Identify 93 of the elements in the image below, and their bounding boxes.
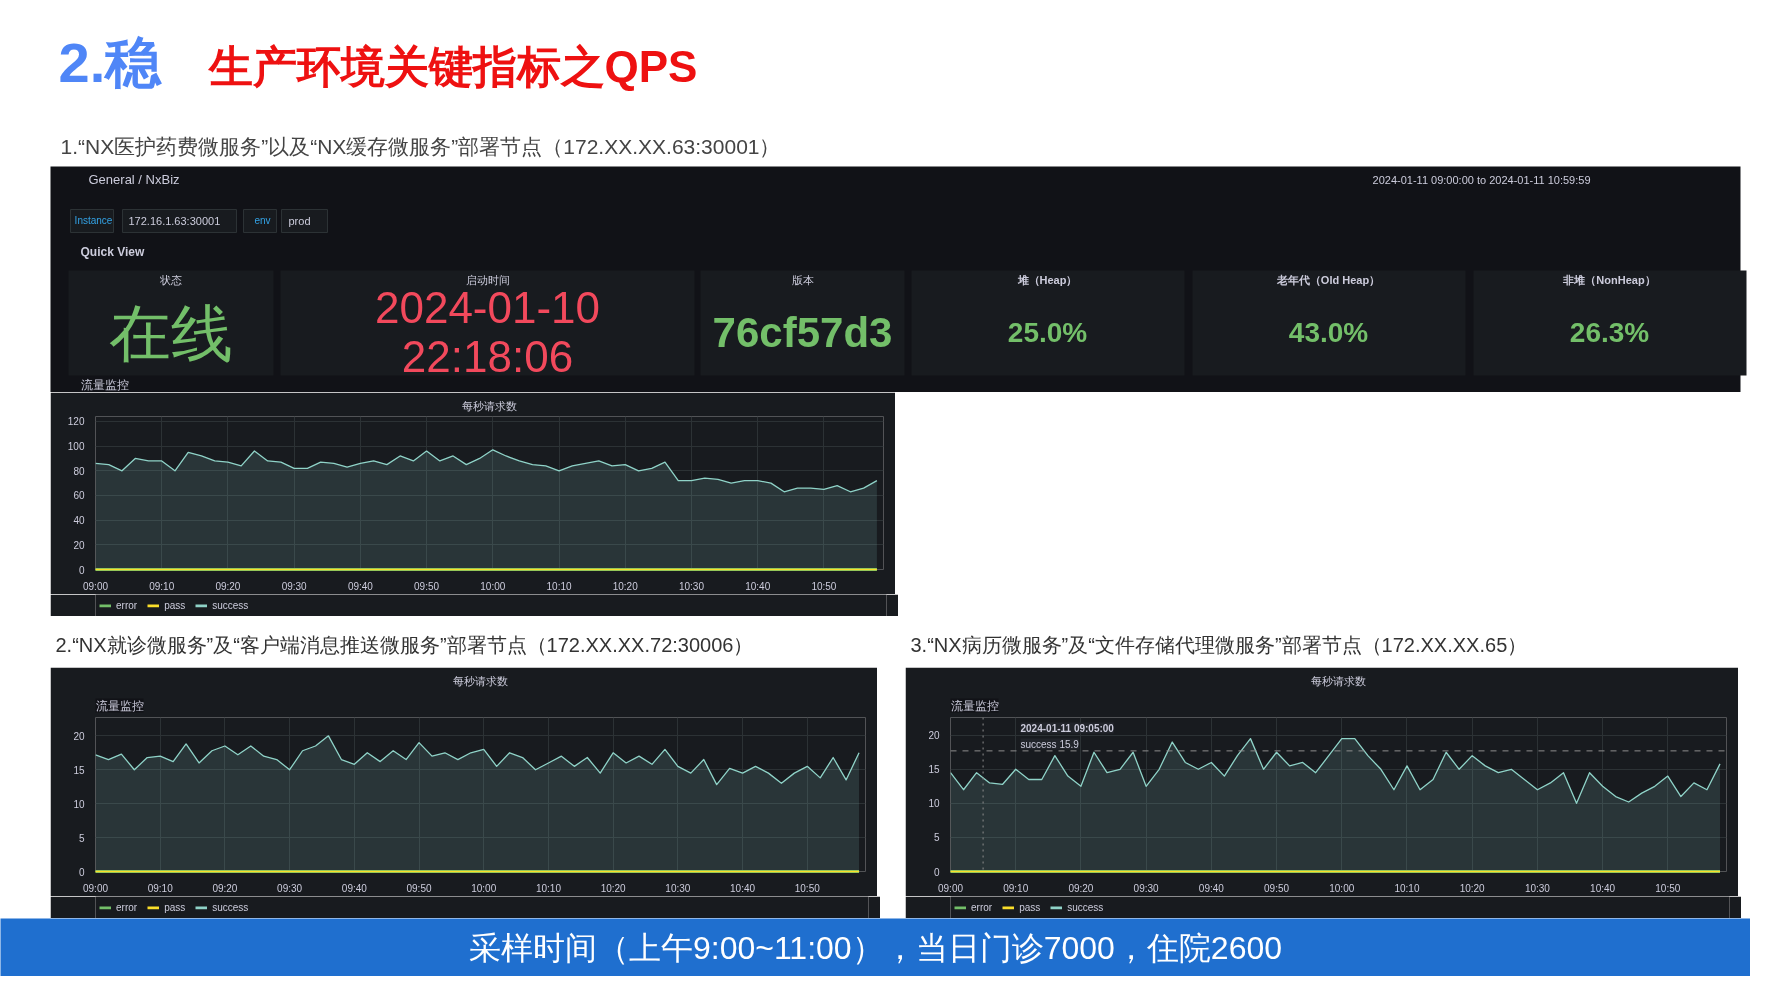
legend-label: pass xyxy=(164,599,186,611)
text: 老年代（Old Heap） xyxy=(1275,273,1381,287)
text: 流量监控 xyxy=(950,698,999,713)
x-tick-label: 10:40 xyxy=(730,882,756,894)
text: 43.0% xyxy=(1288,317,1369,348)
y-tick-label: 0 xyxy=(933,866,940,878)
x-tick-label: 09:20 xyxy=(212,882,238,894)
text: 在线 xyxy=(108,299,233,368)
x-tick-label: 09:50 xyxy=(406,882,432,894)
x-tick-label: 09:10 xyxy=(1003,882,1029,894)
y-tick-label: 100 xyxy=(67,441,85,453)
x-tick-label: 09:00 xyxy=(82,882,109,894)
x-tick-label: 09:40 xyxy=(341,882,368,894)
x-tick-label: 10:40 xyxy=(1590,882,1616,894)
chart-subtitle: 3.“NX病历微服务”及“文件存储代理微服务”部署节点（172.XX.XX.65） xyxy=(910,633,1528,656)
legend-label: error xyxy=(116,599,138,611)
x-tick-label: 10:20 xyxy=(600,882,627,894)
y-tick-label: 20 xyxy=(73,730,85,742)
legend-label: error xyxy=(116,901,138,913)
x-tick-label: 09:20 xyxy=(1068,882,1094,894)
x-tick-label: 09:10 xyxy=(147,882,174,894)
x-tick-label: 09:30 xyxy=(277,882,303,894)
text: 2024-01-11 09:00:00 to 2024-01-11 10:59:59 xyxy=(1372,173,1591,186)
y-tick-label: 5 xyxy=(78,832,85,844)
x-tick-label: 09:50 xyxy=(414,580,440,592)
y-tick-label: 15 xyxy=(73,764,85,776)
text: 26.3% xyxy=(1569,317,1650,348)
x-tick-label: 10:20 xyxy=(1459,882,1486,894)
x-tick-label: 10:40 xyxy=(745,580,771,592)
text: 2.稳 生产环境关键指标之QPS xyxy=(58,31,698,94)
x-tick-label: 10:10 xyxy=(1394,882,1420,894)
y-tick-label: 10 xyxy=(73,798,85,810)
x-tick-label: 10:50 xyxy=(1655,882,1681,894)
annotation: success 15.9 xyxy=(1020,738,1080,750)
text: 22:18:06 xyxy=(401,332,574,381)
x-tick-label: 10:00 xyxy=(480,580,506,592)
y-tick-label: 10 xyxy=(928,798,940,810)
legend-label: pass xyxy=(1019,901,1041,913)
legend-label: error xyxy=(971,901,993,913)
x-tick-label: 09:50 xyxy=(1264,882,1290,894)
legend-label: pass xyxy=(164,901,186,913)
text: 172.16.1.63:30001 xyxy=(128,214,221,227)
y-tick-label: 80 xyxy=(73,465,85,477)
legend-label: success xyxy=(212,599,249,611)
chart-subtitle: 2.“NX就诊微服务”及“客户端消息推送微服务”部署节点（172.XX.XX.72:30006） xyxy=(55,633,754,656)
x-tick-label: 10:30 xyxy=(678,580,705,592)
text: 堆（Heap） xyxy=(1016,273,1078,287)
x-tick-label: 09:10 xyxy=(149,580,175,592)
x-tick-label: 10:50 xyxy=(811,580,837,592)
y-tick-label: 0 xyxy=(78,866,85,878)
x-tick-label: 09:40 xyxy=(347,580,374,592)
x-tick-label: 10:30 xyxy=(665,882,691,894)
x-tick-label: 10:00 xyxy=(471,882,497,894)
text: Instance xyxy=(74,215,113,226)
y-tick-label: 20 xyxy=(928,730,940,742)
text: 流量监控 xyxy=(95,698,144,713)
y-tick-label: 20 xyxy=(73,539,85,551)
text: 76cf57d3 xyxy=(712,309,893,356)
text: 流量监控 xyxy=(80,377,129,392)
text: 25.0% xyxy=(1007,317,1088,348)
annotation: 2024-01-11 09:05:00 xyxy=(1020,722,1115,734)
x-tick-label: 10:30 xyxy=(1524,882,1551,894)
y-tick-label: 40 xyxy=(73,515,85,527)
x-tick-label: 10:20 xyxy=(612,580,639,592)
chart-title: 每秒请求数 xyxy=(462,399,517,412)
legend-label: success xyxy=(212,901,249,913)
text: env xyxy=(254,215,271,226)
x-tick-label: 10:10 xyxy=(535,882,562,894)
y-tick-label: 60 xyxy=(73,490,85,502)
y-tick-label: 15 xyxy=(928,764,940,776)
y-tick-label: 120 xyxy=(67,416,85,428)
text: 状态 xyxy=(158,273,182,286)
x-tick-label: 09:30 xyxy=(281,580,308,592)
text: General / NxBiz xyxy=(88,172,180,187)
legend-label: success xyxy=(1067,901,1104,913)
chart-title: 每秒请求数 xyxy=(453,674,508,687)
text: 1.“NX医护药费微服务”以及“NX缓存微服务”部署节点（172.XX.XX.63:30001） xyxy=(60,135,781,158)
y-tick-label: 5 xyxy=(933,832,940,844)
x-tick-label: 10:00 xyxy=(1329,882,1355,894)
text: Quick View xyxy=(80,244,145,259)
x-tick-label: 09:00 xyxy=(937,882,964,894)
text: prod xyxy=(288,214,311,227)
x-tick-label: 10:50 xyxy=(794,882,821,894)
text: 采样时间（上午9:00~11:00），当日门诊7000，住院2600 xyxy=(468,929,1283,966)
text: 版本 xyxy=(791,273,814,286)
text: 非堆（NonHeap） xyxy=(1562,273,1656,287)
x-tick-label: 09:00 xyxy=(82,580,109,592)
y-tick-label: 0 xyxy=(78,564,85,576)
x-tick-label: 09:40 xyxy=(1198,882,1225,894)
x-tick-label: 10:10 xyxy=(546,580,572,592)
chart-title: 每秒请求数 xyxy=(1311,674,1366,687)
x-tick-label: 09:20 xyxy=(215,580,241,592)
x-tick-label: 09:30 xyxy=(1133,882,1160,894)
